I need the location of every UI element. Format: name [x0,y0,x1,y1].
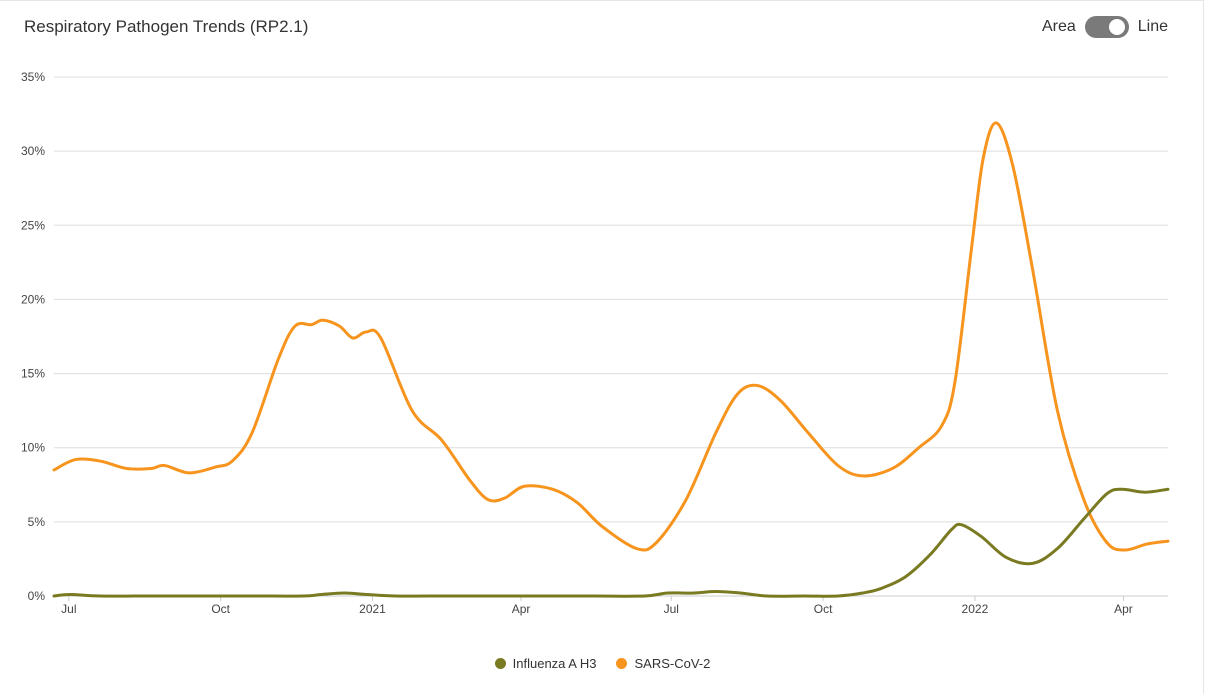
x-tick-label: Jul [61,602,76,616]
toggle-area-label[interactable]: Area [1041,18,1076,35]
legend-label: Influenza A H3 [512,656,597,671]
y-tick-label: 35% [21,70,45,84]
toggle-line-label[interactable]: Line [1137,18,1168,35]
x-tick-label: Jul [664,602,679,616]
x-tick-label: Apr [512,602,531,616]
y-tick-label: 5% [28,515,46,529]
chart-legend: Influenza A H3 SARS-CoV-2 [0,656,1205,671]
y-tick-label: 15% [21,367,45,381]
x-tick-label: Oct [814,602,833,616]
y-tick-label: 20% [21,292,45,306]
legend-swatch [494,658,506,669]
x-tick-label: 2022 [962,602,989,616]
y-tick-label: 25% [21,218,45,232]
legend-item-sars-cov-2[interactable]: SARS-CoV-2 [616,656,710,671]
y-tick-label: 10% [21,441,45,455]
y-tick-label: 30% [21,144,45,158]
toggle-knob[interactable] [1108,19,1125,35]
x-tick-label: Apr [1114,602,1133,616]
toggle-switch[interactable] [1084,16,1129,38]
y-tick-label: 0% [28,589,46,603]
x-tick-label: Oct [211,602,230,616]
chart-title: Respiratory Pathogen Trends (RP2.1) [24,17,309,36]
x-tick-label: 2021 [359,602,386,616]
series-line-influenza-a-h3[interactable] [52,487,1170,598]
legend-label: SARS-CoV-2 [634,656,711,671]
area-line-toggle[interactable]: Area Line [1042,16,1168,38]
series-line-sars-cov-2[interactable] [52,121,1170,552]
legend-swatch [616,658,628,669]
legend-item-influenza-a-h3[interactable]: Influenza A H3 [494,656,597,671]
